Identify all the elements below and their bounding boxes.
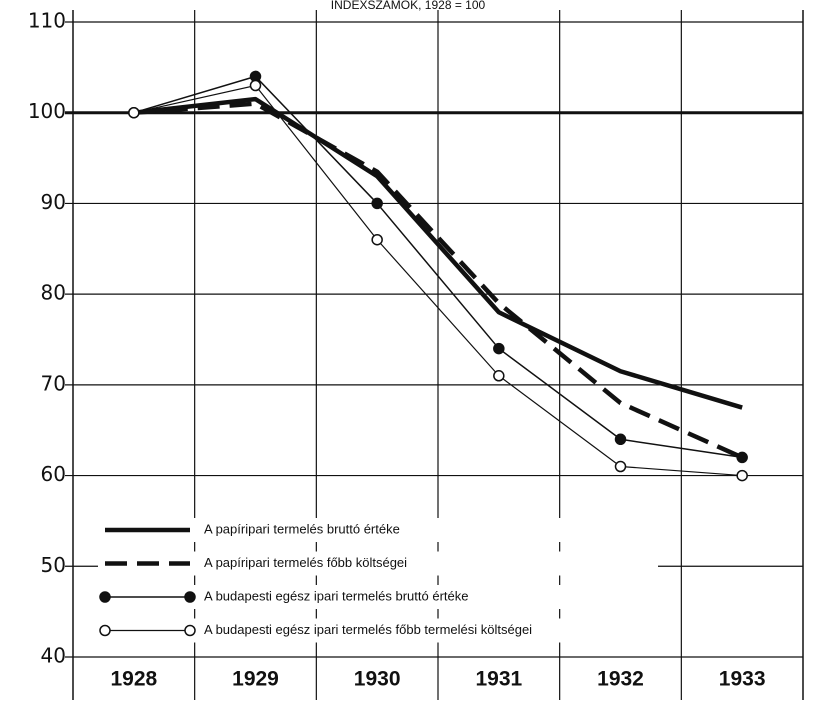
legend-label: A papíripari termelés bruttó értéke [204, 521, 400, 536]
legend-bg [98, 518, 658, 542]
y-tick-label: 100 [28, 99, 66, 123]
series-line [133, 75, 743, 459]
series-line [133, 84, 743, 477]
legend-marker [184, 624, 196, 637]
y-tick-label: 70 [41, 371, 66, 395]
point [249, 79, 262, 92]
series-line [133, 101, 744, 460]
x-tick-label: 1932 [597, 668, 644, 691]
x-tick-label: 1933 [719, 668, 766, 691]
point [736, 451, 748, 464]
y-tick-label: 110 [28, 9, 66, 33]
point [736, 469, 748, 482]
x-tick-label: 1930 [354, 668, 401, 691]
point [493, 342, 505, 355]
legend-marker [184, 591, 196, 603]
point [371, 233, 383, 246]
legend-label: A budapesti egész ipari termelés bruttó … [204, 588, 468, 603]
x-tick-label: 1929 [232, 668, 279, 691]
legend-bg [98, 551, 658, 576]
legend-marker [99, 624, 111, 637]
legend-marker [99, 591, 111, 603]
x-tick-label: 1931 [475, 668, 522, 691]
legend-label: A budapesti egész ipari termelés főbb te… [204, 622, 532, 637]
point [614, 460, 627, 473]
point [128, 106, 140, 119]
chart-title: INDEXSZÁMOK, 1928 = 100 [331, 0, 486, 12]
y-tick-label: 60 [41, 462, 66, 486]
y-tick-label: 80 [41, 281, 66, 305]
point [371, 197, 383, 210]
point [614, 433, 627, 446]
legend-label: A papíripari termelés főbb költségei [204, 555, 407, 570]
y-tick-label: 90 [41, 190, 66, 214]
point [493, 370, 505, 382]
series-line [133, 96, 743, 410]
x-tick-label: 1928 [110, 668, 157, 691]
y-tick-label: 40 [41, 644, 66, 668]
y-tick-label: 50 [41, 553, 66, 577]
